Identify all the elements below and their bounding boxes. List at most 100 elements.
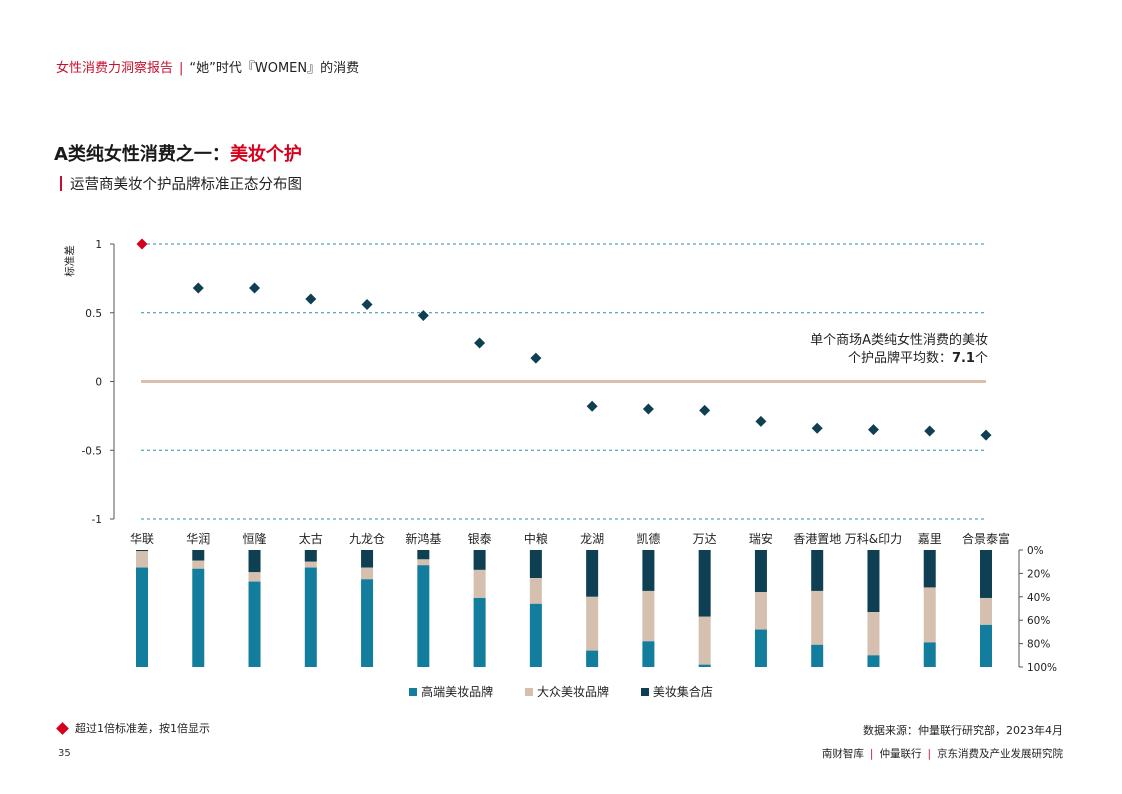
bar-segment <box>642 641 655 667</box>
legend-swatch-store <box>640 688 649 696</box>
bar-segment <box>361 550 374 568</box>
bar-segment <box>192 550 205 561</box>
bar-segment <box>248 572 261 582</box>
bar-segment <box>754 629 767 667</box>
bar-segment <box>417 550 430 560</box>
bar-segment <box>698 664 711 667</box>
scatter-point <box>361 299 373 310</box>
report-name: 女性消费力洞察报告 <box>56 61 174 76</box>
scatter-y-tick-label: 0 <box>95 377 102 389</box>
bar-segment <box>304 567 317 667</box>
category-label: 瑞安 <box>749 531 773 546</box>
bar-segment <box>923 587 936 643</box>
bar-segment <box>867 655 880 667</box>
scatter-y-axis-label: 标准差 <box>63 245 76 277</box>
annotation-suffix: 个 <box>974 351 988 366</box>
bar-segment <box>642 590 655 642</box>
legend-item-mass: 大众美妆品牌 <box>524 683 609 700</box>
data-source: 数据来源：仲量联行研究部，2023年4月 <box>863 724 1063 737</box>
bar-segment <box>361 567 374 580</box>
annotation-value: 7.1 <box>951 351 975 366</box>
legend-swatch-high-end <box>409 688 418 696</box>
category-label: 九龙仓 <box>349 532 385 546</box>
scatter-y-tick-label: -1 <box>92 514 102 526</box>
scatter-point <box>305 293 317 305</box>
scatter-point <box>755 415 767 427</box>
bar-segment <box>811 590 824 645</box>
annotation-line2: 个护品牌平均数：7.1个 <box>810 350 988 368</box>
bar-segment <box>248 550 261 573</box>
scatter-point <box>867 424 879 436</box>
legend-label-high-end: 高端美妆品牌 <box>421 685 494 699</box>
footnote: 超过1倍标准差，按1倍显示 <box>56 720 210 736</box>
footer-orgs: 南财智库 | 仲量联行 | 京东消费及产业发展研究院 <box>822 746 1063 761</box>
bar-y-tick-label: 0% <box>1027 545 1044 557</box>
subtitle-accent-bar <box>60 176 62 191</box>
bar-segment <box>304 550 317 562</box>
bar-segment <box>417 559 430 566</box>
scatter-y-tick-label: -0.5 <box>82 445 103 457</box>
bar-y-tick-label: 80% <box>1027 639 1050 651</box>
bar-y-tick-label: 40% <box>1027 592 1050 604</box>
category-label: 合景泰富 <box>962 531 1010 546</box>
subtitle-text: 运营商美妆个护品牌标准正态分布图 <box>70 177 302 193</box>
bar-segment <box>304 561 317 568</box>
annotation-line1: 单个商场A类纯女性消费的美妆 <box>810 333 988 348</box>
scatter-point <box>417 310 429 321</box>
legend-label-mass: 大众美妆品牌 <box>536 685 609 699</box>
scatter-point <box>811 422 823 434</box>
category-label: 万达 <box>693 532 717 546</box>
scatter-point <box>924 425 936 437</box>
scatter-y-tick-label: 1 <box>95 239 102 251</box>
bar-segment <box>529 603 542 667</box>
bar-segment <box>192 568 205 667</box>
category-label: 华润 <box>186 532 210 546</box>
scatter-point <box>642 403 654 415</box>
bar-segment <box>923 550 936 588</box>
scatter-point <box>980 429 992 441</box>
scatter-point <box>136 238 148 250</box>
page-number: 35 <box>58 748 71 759</box>
legend-item-high-end: 高端美妆品牌 <box>409 683 493 700</box>
bar-segment <box>361 579 374 667</box>
bar-segment <box>473 569 486 598</box>
bar-segment <box>980 597 992 625</box>
bar-segment <box>192 560 205 569</box>
category-label: 银泰 <box>468 532 492 546</box>
bar-segment <box>136 551 148 568</box>
footer-org-1: 南财智库 <box>821 748 864 760</box>
scatter-point <box>530 352 542 364</box>
bar-segment <box>980 624 992 667</box>
bar-segment <box>136 550 148 552</box>
bar-segment <box>529 578 542 604</box>
category-label: 嘉里 <box>918 532 942 546</box>
footer-sep-2: | <box>927 748 931 760</box>
category-label: 华联 <box>130 532 154 546</box>
category-label: 凯德 <box>636 531 660 546</box>
bar-segment <box>811 550 824 591</box>
bar-segment <box>642 550 655 591</box>
bar-y-tick-label: 20% <box>1027 568 1050 580</box>
bar-segment <box>980 550 992 598</box>
bar-segment <box>586 650 599 667</box>
legend-label-store: 美妆集合店 <box>652 685 713 699</box>
bar-segment <box>754 550 767 593</box>
bar-y-tick-label: 60% <box>1027 615 1050 627</box>
report-header: 女性消费力洞察报告 | “她”时代『WOMEN』的消费 <box>56 57 359 76</box>
bar-segment <box>867 550 880 613</box>
page-title: A类纯女性消费之一：美妆个护 <box>54 140 302 166</box>
footer-sep-1: | <box>869 748 874 760</box>
bar-segment <box>529 550 542 579</box>
category-label: 万科&印力 <box>845 532 902 546</box>
chart-legend: 高端美妆品牌 大众美妆品牌 美妆集合店 <box>0 683 1122 700</box>
category-label: 龙湖 <box>580 531 604 546</box>
footer-org-2: 仲量联行 <box>879 748 922 760</box>
chart-subtitle: 运营商美妆个护品牌标准正态分布图 <box>60 173 302 194</box>
scatter-point <box>474 337 486 349</box>
legend-swatch-mass <box>524 688 533 696</box>
average-annotation: 单个商场A类纯女性消费的美妆 个护品牌平均数：7.1个 <box>810 332 988 368</box>
annotation-prefix: 个护品牌平均数： <box>847 351 952 366</box>
category-label: 中粮 <box>524 531 548 546</box>
bar-segment <box>754 592 767 630</box>
footer-org-3: 京东消费及产业发展研究院 <box>937 748 1063 760</box>
